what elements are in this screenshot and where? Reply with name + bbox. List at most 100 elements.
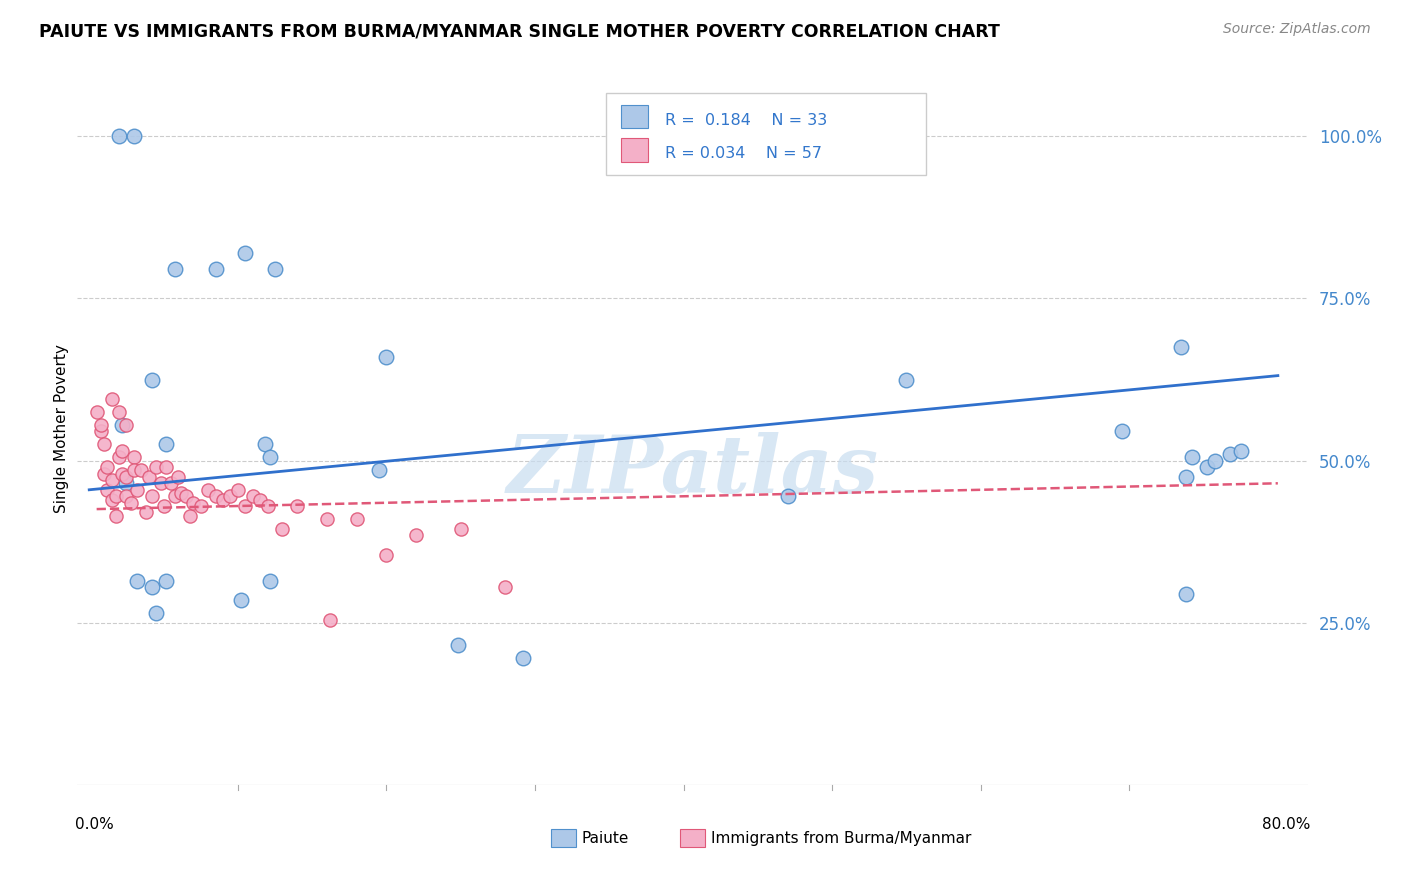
Point [108,129,131,144]
Point [141,489,163,503]
Point [170,486,193,500]
Point [135,506,157,520]
Point [115,470,138,484]
Point [249,492,271,507]
Bar [621,105,648,128]
Point [233,246,256,260]
Point [122,129,145,144]
Point [229,593,252,607]
Point [165,489,187,503]
Point [125,574,148,588]
Point [90,425,112,439]
Point [264,262,287,277]
Point [125,483,148,497]
Point [115,476,138,491]
Text: PAIUTE VS IMMIGRANTS FROM BURMA/MYANMAR SINGLE MOTHER POVERTY CORRELATION CHART: PAIUTE VS IMMIGRANTS FROM BURMA/MYANMAR … [39,22,1000,40]
Point [375,350,398,364]
Point [1219,447,1241,461]
Point [155,437,177,451]
Point [1181,450,1204,465]
Point [319,613,342,627]
Point [368,463,391,477]
Text: R =  0.184    N = 33: R = 0.184 N = 33 [665,113,828,128]
Point [115,489,138,503]
Bar [681,830,704,847]
Text: R = 0.034    N = 57: R = 0.034 N = 57 [665,146,823,161]
Point [405,528,427,542]
Point [120,496,142,510]
Point [1195,460,1218,475]
Point [512,651,534,665]
Point [226,483,249,497]
Text: Source: ZipAtlas.com: Source: ZipAtlas.com [1223,22,1371,37]
Point [111,417,134,432]
Point [197,483,219,497]
Point [141,372,163,386]
Point [90,417,112,432]
Point [1204,453,1226,467]
Point [179,508,201,523]
Point [86,405,108,419]
Text: 80.0%: 80.0% [1261,817,1310,832]
Point [104,489,127,503]
Point [145,460,167,475]
Text: ZIPatlas: ZIPatlas [506,433,879,509]
Point [190,499,212,513]
Point [1170,340,1192,354]
Point [100,473,122,487]
Y-axis label: Single Mother Poverty: Single Mother Poverty [53,343,69,513]
Point [346,512,368,526]
Point [494,580,516,594]
Point [259,450,281,465]
Point [375,548,398,562]
Point [155,460,177,475]
Point [1174,470,1197,484]
Bar [551,830,575,847]
Point [219,489,242,503]
Point [122,450,145,465]
Point [149,476,172,491]
Point [93,437,115,451]
Point [204,489,226,503]
Point [167,470,190,484]
Bar [621,138,648,162]
Point [316,512,339,526]
Point [145,606,167,620]
Point [108,450,131,465]
Point [256,499,278,513]
Point [96,483,118,497]
Bar [606,93,927,175]
Point [181,496,204,510]
Point [447,639,470,653]
Point [165,262,187,277]
Point [122,463,145,477]
Point [204,262,226,277]
Point [160,476,183,491]
Point [1229,443,1251,458]
Point [896,372,918,386]
Point [108,405,131,419]
Point [155,574,177,588]
Text: Paiute: Paiute [582,831,628,846]
Point [285,499,308,513]
Point [242,489,264,503]
Point [111,443,134,458]
Point [93,467,115,481]
Point [271,522,294,536]
Text: 0.0%: 0.0% [75,817,114,832]
Point [1111,425,1133,439]
Point [174,489,197,503]
Point [152,499,174,513]
Point [138,470,160,484]
Point [100,392,122,406]
Point [129,463,152,477]
Point [104,508,127,523]
Point [100,492,122,507]
Point [115,417,138,432]
Point [233,499,256,513]
Point [212,492,235,507]
Point [259,574,281,588]
Point [776,489,799,503]
Point [111,467,134,481]
Point [253,437,276,451]
